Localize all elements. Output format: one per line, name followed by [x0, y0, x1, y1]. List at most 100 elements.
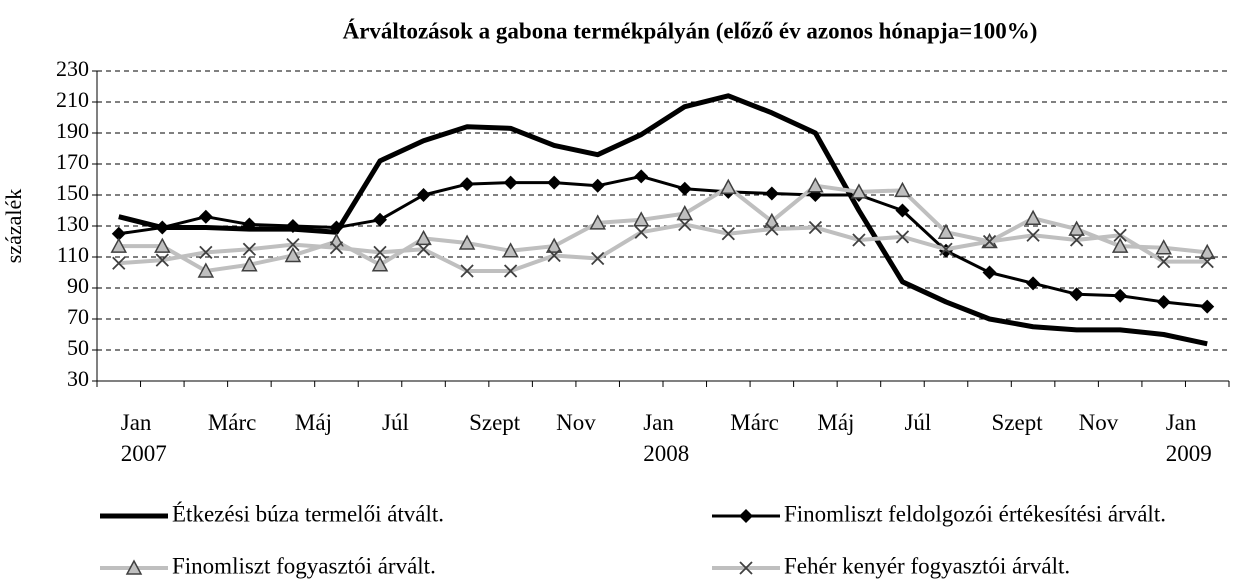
series-line — [118, 174, 1208, 309]
series — [118, 93, 1208, 347]
x-tick-label: Máj — [294, 410, 332, 435]
marker — [155, 253, 169, 267]
marker — [634, 169, 649, 184]
marker — [415, 229, 432, 246]
marker — [547, 175, 562, 190]
x-tick-label: Júl — [382, 410, 409, 435]
marker — [850, 183, 868, 199]
marker — [460, 177, 475, 192]
marker — [197, 262, 215, 278]
legend-label: Fehér kenyér fogyasztói árvált. — [784, 553, 1070, 578]
chart-title: Árváltozások a gabona termékpályán (előz… — [343, 18, 1038, 43]
marker — [373, 245, 387, 259]
series-line — [118, 222, 1208, 273]
marker — [545, 237, 563, 253]
marker — [721, 227, 735, 241]
series — [111, 169, 1215, 314]
marker — [1024, 209, 1042, 225]
marker — [807, 177, 824, 193]
marker — [502, 242, 519, 258]
marker — [242, 242, 257, 256]
marker — [112, 256, 126, 270]
marker — [591, 251, 605, 266]
marker — [329, 220, 344, 235]
y-tick-label: 130 — [56, 211, 89, 236]
marker — [460, 264, 474, 278]
marker — [373, 212, 387, 227]
marker — [111, 226, 126, 241]
marker — [1026, 228, 1040, 242]
x-tick-label: Máj — [817, 410, 855, 435]
marker — [590, 178, 605, 193]
marker — [894, 181, 911, 198]
x-tick-label: Márc — [730, 410, 779, 435]
y-tick-label: 230 — [56, 56, 89, 81]
marker — [852, 233, 866, 247]
marker — [198, 209, 213, 224]
legend-marker — [125, 559, 143, 575]
y-tick-label: 110 — [57, 242, 89, 267]
marker — [677, 181, 692, 196]
legend-label: Finomliszt fogyasztói árvált. — [172, 553, 436, 578]
marker — [1113, 228, 1127, 242]
marker — [1068, 220, 1085, 236]
marker — [286, 237, 300, 252]
series — [112, 217, 1214, 278]
x-tick-label: Szept — [991, 410, 1043, 435]
marker — [285, 219, 300, 233]
y-tick-label: 150 — [56, 180, 89, 205]
marker — [154, 237, 171, 253]
marker — [371, 256, 389, 272]
y-tick-label: 70 — [67, 304, 89, 329]
x-tick-label: Jan 2009 — [1165, 410, 1212, 466]
series-line — [118, 93, 1208, 347]
marker — [1069, 287, 1084, 302]
marker — [110, 237, 128, 253]
x-tick-label: Jan 2008 — [643, 410, 690, 466]
legend-entry: Fehér kenyér fogyasztói árvált. — [712, 553, 1070, 578]
y-tick-label: 190 — [56, 118, 89, 143]
marker — [720, 178, 737, 194]
marker — [939, 242, 953, 256]
marker — [982, 265, 997, 280]
marker — [676, 205, 694, 221]
x-tick-label: Jan 2007 — [120, 410, 167, 466]
legend-entry: Étkezési búza termelői átvált. — [100, 501, 444, 526]
y-tick-label: 50 — [67, 335, 89, 360]
y-axis-label: százalék — [1, 189, 26, 264]
marker — [1198, 243, 1216, 260]
x-tick-label: Szept — [469, 410, 521, 435]
x-tick-label: Nov — [1078, 410, 1119, 435]
series-line — [118, 183, 1208, 273]
marker — [1111, 237, 1129, 253]
series — [110, 177, 1216, 278]
legend-label: Étkezési búza termelői átvált. — [172, 501, 444, 526]
marker — [1156, 294, 1171, 309]
x-tick-label: Nov — [556, 410, 596, 435]
marker — [242, 217, 257, 232]
marker — [1026, 276, 1041, 291]
marker — [547, 248, 561, 263]
marker — [678, 217, 692, 232]
marker — [765, 222, 779, 236]
marker — [589, 214, 606, 230]
marker — [241, 256, 258, 272]
marker — [503, 175, 518, 190]
marker — [1113, 288, 1128, 303]
marker — [764, 186, 779, 201]
marker — [416, 188, 431, 202]
marker — [199, 245, 213, 259]
marker — [895, 203, 910, 218]
marker — [503, 264, 518, 278]
marker — [1155, 239, 1172, 255]
marker — [416, 242, 431, 256]
marker — [155, 220, 170, 235]
marker — [634, 225, 648, 239]
marker — [1069, 233, 1084, 247]
marker — [329, 241, 344, 255]
legend-marker — [739, 561, 753, 575]
x-tick-label: Júl — [904, 410, 932, 435]
marker — [808, 220, 823, 235]
marker — [1157, 255, 1171, 269]
